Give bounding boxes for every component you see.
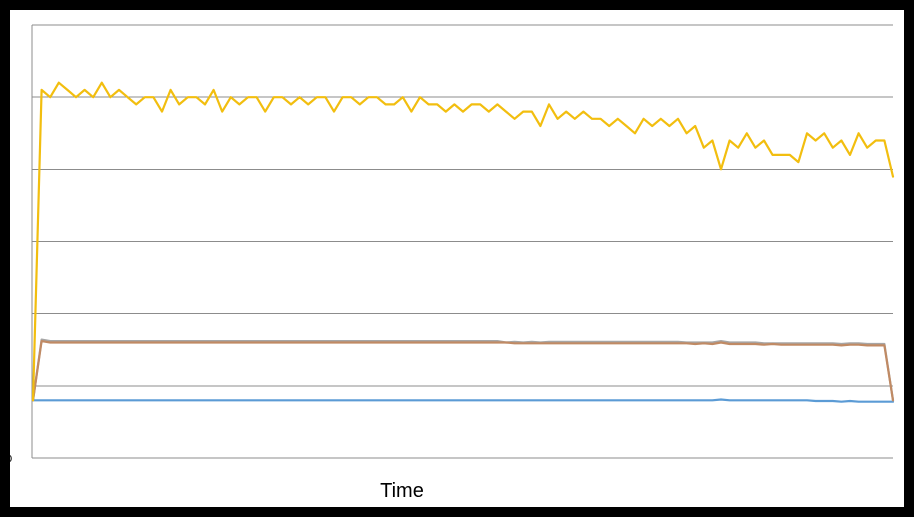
series-line-3 [31,338,895,402]
chart-background [10,10,904,507]
y-tick-label-0: 0 [6,454,12,465]
series-line-1 [31,81,895,402]
series-line-4 [31,398,895,403]
series-line-2 [31,340,895,402]
x-axis-title: Time [380,480,424,502]
series-layer [31,81,895,403]
